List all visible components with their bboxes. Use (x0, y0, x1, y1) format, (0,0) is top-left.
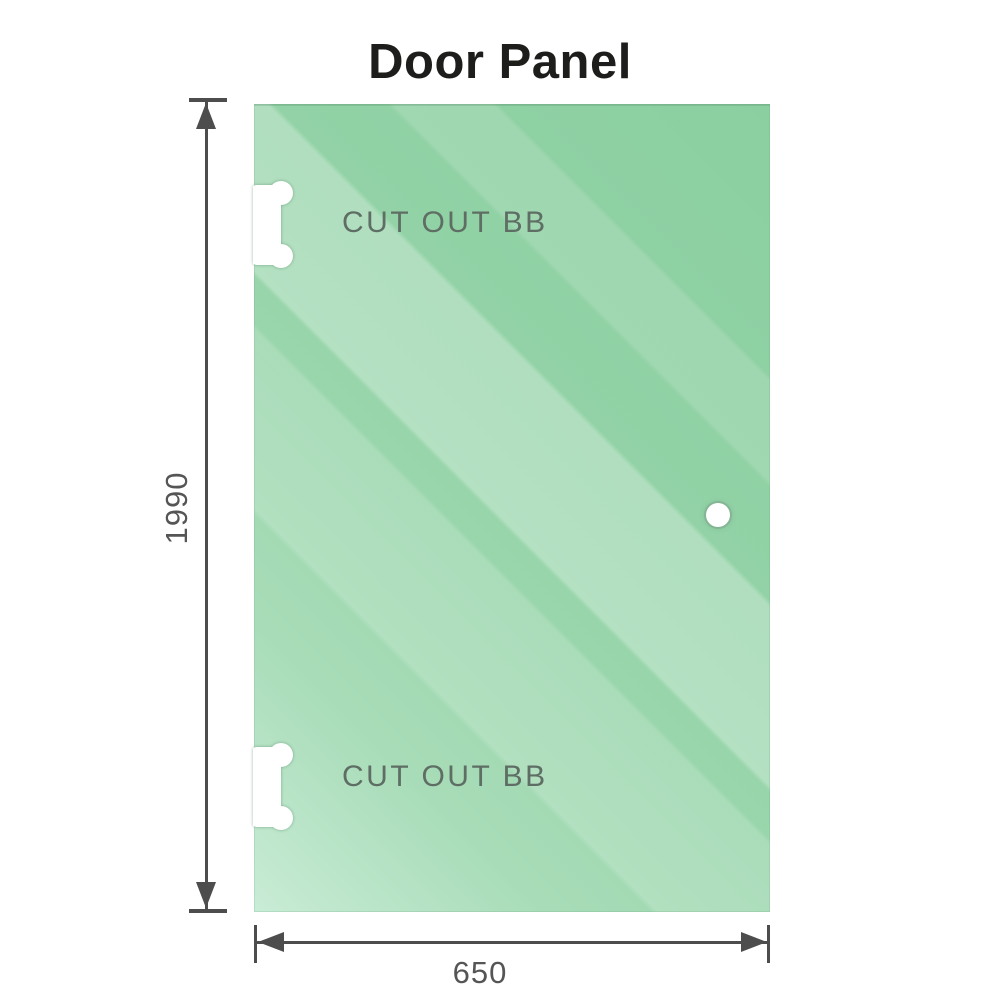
width-dimension-tick-right (767, 925, 770, 963)
cutout-label-top: CUT OUT BB (342, 206, 548, 239)
height-dimension-line (205, 102, 208, 910)
glass-panel: CUT OUT BB CUT OUT BB (253, 104, 770, 912)
handle-hole-icon (706, 503, 730, 527)
arrow-down-icon (196, 882, 216, 908)
cutout-label-bottom: CUT OUT BB (342, 760, 548, 793)
arrow-left-icon (258, 932, 284, 952)
width-dimension-line (256, 941, 768, 944)
page-title: Door Panel (368, 35, 632, 89)
height-dimension-cap-top (189, 98, 227, 102)
height-dimension-cap-bottom (189, 909, 227, 913)
arrow-right-icon (741, 932, 767, 952)
width-dimension-tick-left (254, 925, 257, 963)
hinge-cutout-bottom-icon (253, 743, 293, 830)
arrow-up-icon (196, 103, 216, 129)
width-dimension-label: 650 (452, 955, 508, 990)
height-dimension-label: 1990 (159, 471, 194, 545)
hinge-cutout-top-icon (253, 181, 293, 268)
